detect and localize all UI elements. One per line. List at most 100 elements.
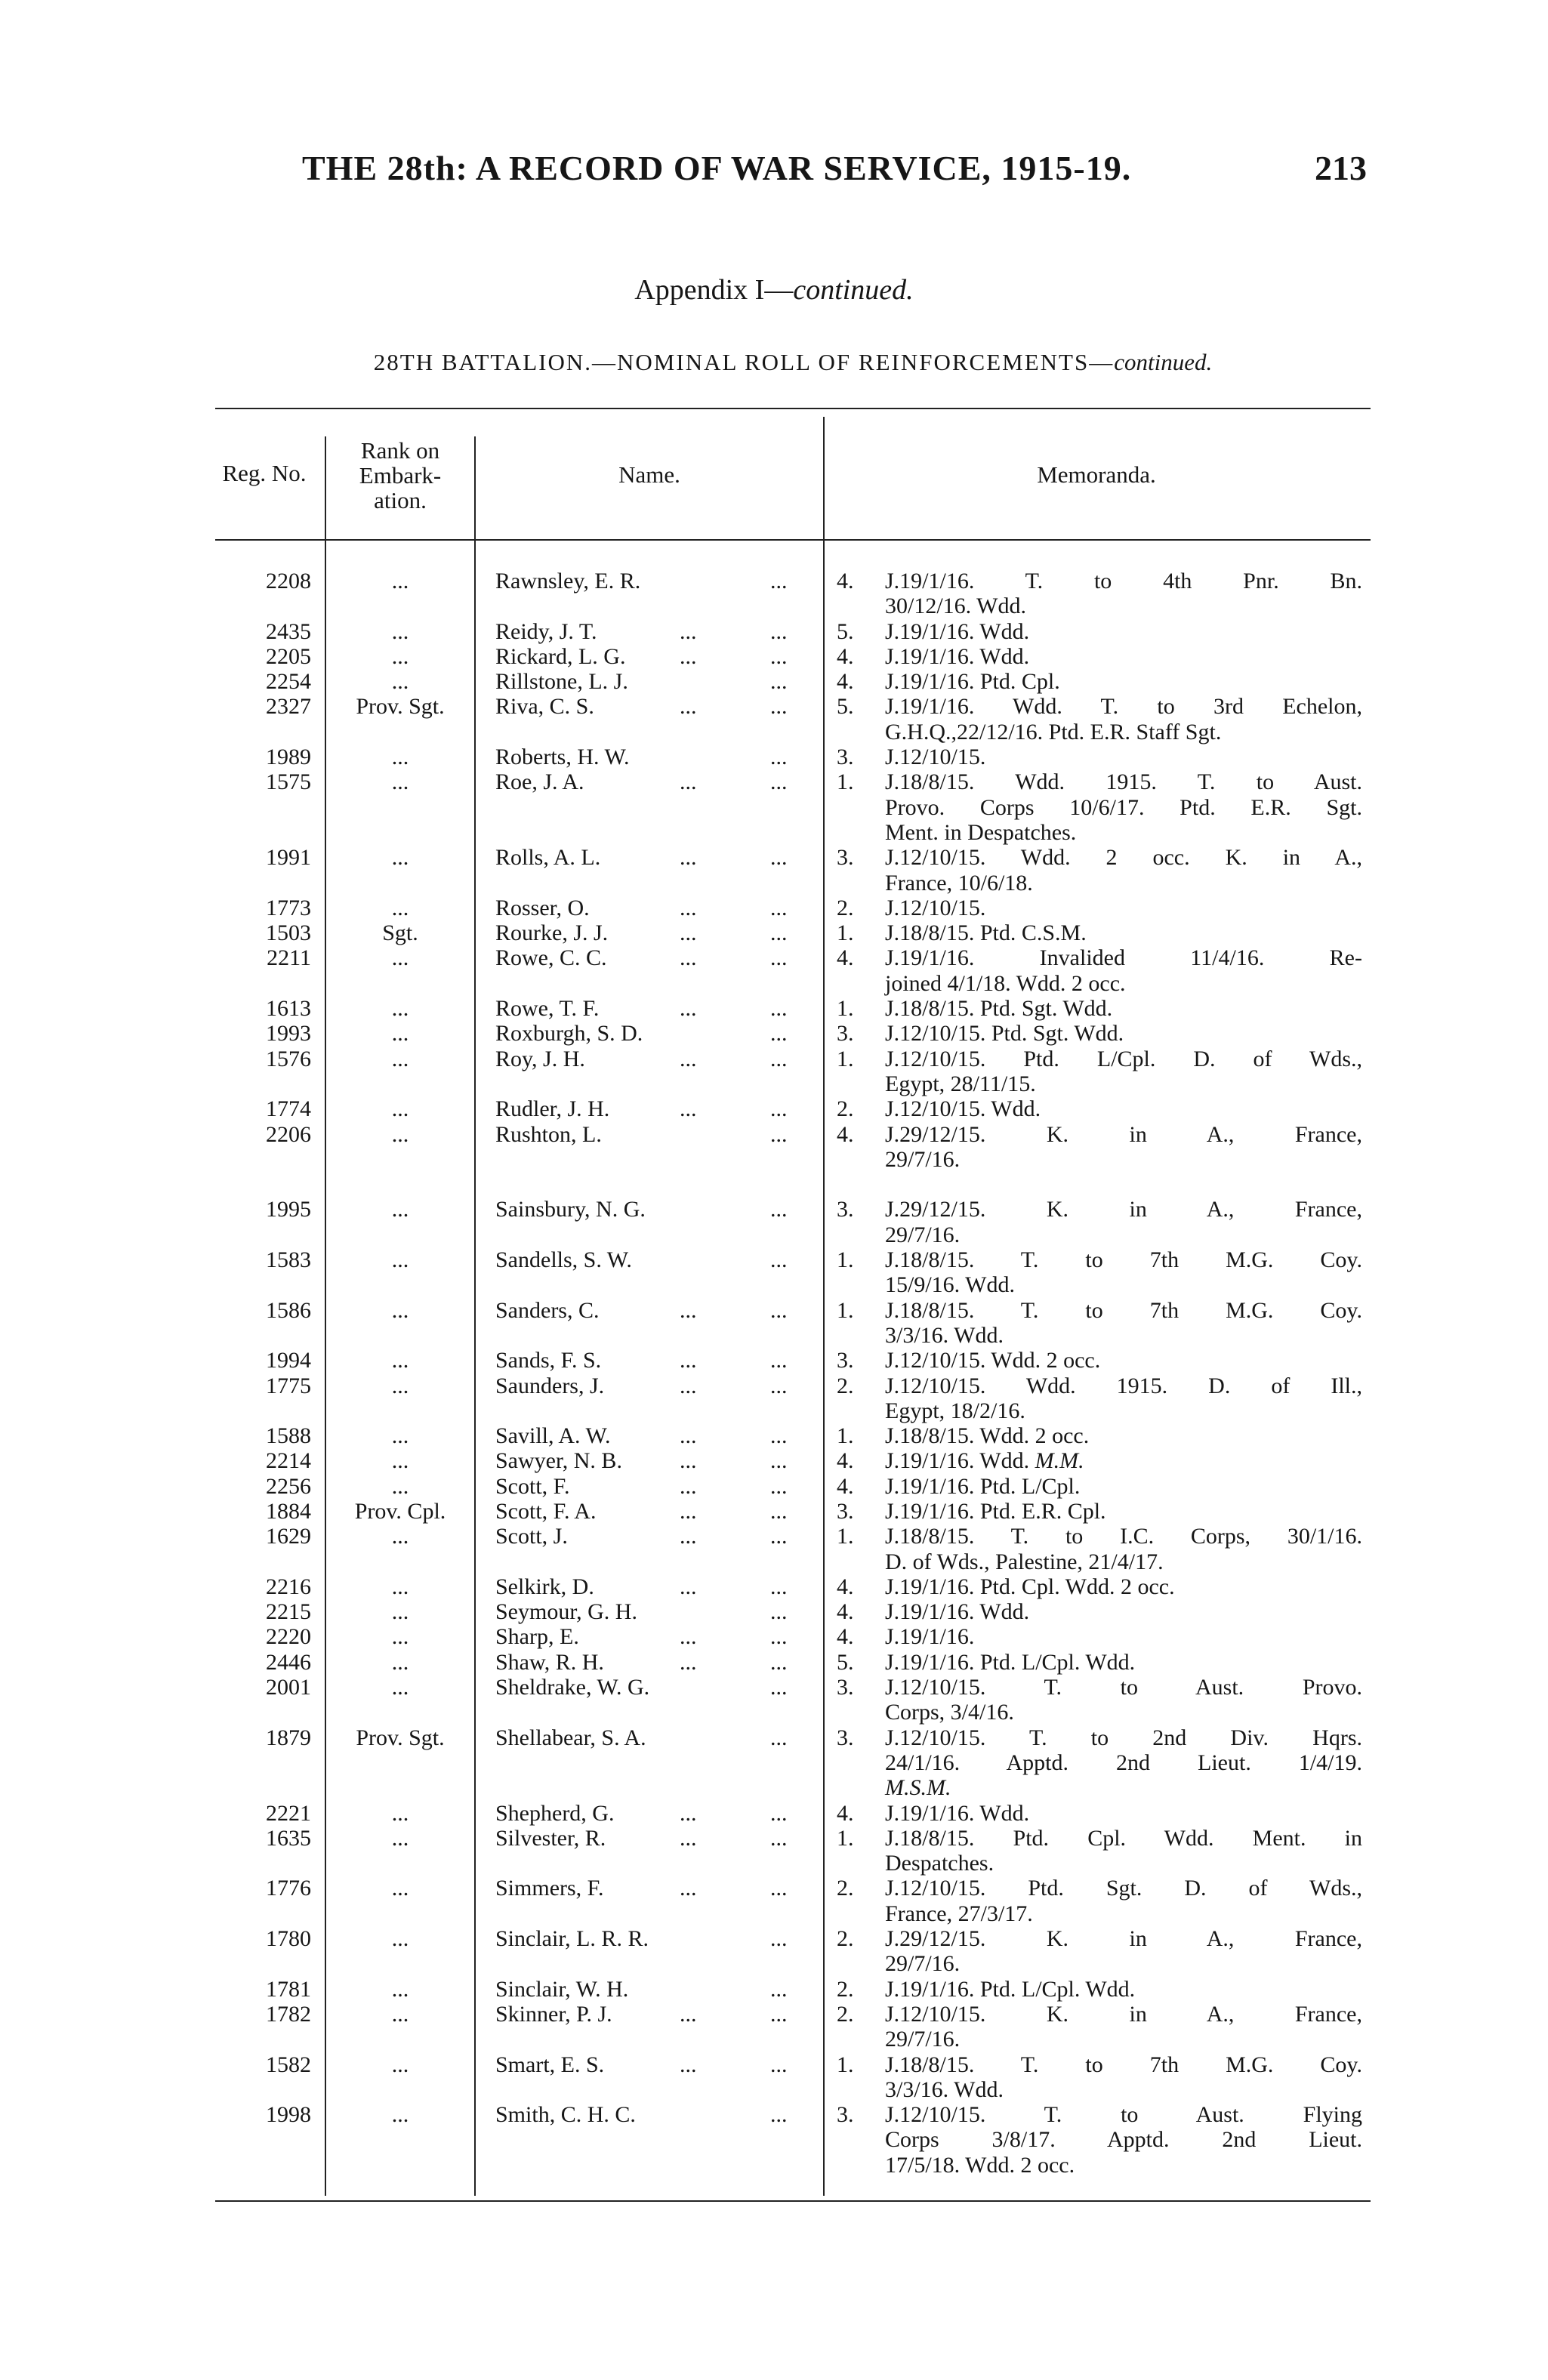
memoranda-line: J.29/12/15. K. in A., France, <box>885 1926 1362 1951</box>
reinforcement-number: 1. <box>837 1247 854 1273</box>
rank: ... <box>391 2052 409 2077</box>
memoranda-line: J.12/10/15. T. to 2nd Div. Hqrs. <box>885 1725 1362 1750</box>
row-line: 3/3/16. Wdd. <box>0 2077 1548 2102</box>
table-row: 1629... Scott, J....... 1. J.18/8/15. T. to… <box>0 1524 1548 1574</box>
row-line: 29/7/16. <box>0 1951 1548 1976</box>
memoranda-line: J.18/8/15. Ptd. C.S.M. <box>885 920 1362 945</box>
table-row: 1781... Sinclair, W. H.... 2. J.19/1/16. Pt… <box>0 1977 1548 2002</box>
row-line: Despatches. <box>0 1851 1548 1876</box>
memoranda-text: France, 27/3/17. <box>885 1901 1033 1926</box>
memoranda-line: J.19/1/16. Wdd. M.M. <box>885 1448 1362 1473</box>
memoranda-text: J.12/10/15. T. to Aust. Provo. <box>885 1675 1362 1700</box>
leader-dots: ... <box>770 2052 788 2077</box>
memoranda-text: J.19/1/16. Ptd. L/Cpl. Wdd. <box>885 1649 1136 1675</box>
name: Rolls, A. L. <box>495 845 601 871</box>
name: Sharp, E. <box>495 1624 579 1650</box>
memoranda-line: J.18/8/15. Ptd. Cpl. Wdd. Ment. in <box>885 1826 1362 1851</box>
table-row: 1994... Sands, F. S....... 3. J.12/10/15. W… <box>0 1348 1548 1373</box>
row-line: 1780... Sinclair, L. R. R.... 2. J.29/12/15… <box>0 1926 1548 1951</box>
leader-dots: ... <box>680 1800 697 1826</box>
table-row: 1775... Saunders, J....... 2. J.12/10/15. W… <box>0 1373 1548 1424</box>
memoranda-text: J.19/1/16. T. to 4th Pnr. Bn. <box>885 569 1362 593</box>
leader-dots: ... <box>770 1524 788 1549</box>
name: Selkirk, D. <box>495 1574 594 1599</box>
leader-dots: ... <box>770 945 788 971</box>
table-row: 1588... Savill, A. W....... 1. J.18/8/15. W… <box>0 1423 1548 1448</box>
decoration-award: M.M. <box>1035 1448 1084 1474</box>
rank: ... <box>391 1096 409 1122</box>
reinforcement-number: 2. <box>837 1976 854 2002</box>
row-line: 2001... Sheldrake, W. G.... 3. J.12/10/15. … <box>0 1675 1548 1700</box>
table-row: 2446... Shaw, R. H....... 5. J.19/1/16. Ptd… <box>0 1650 1548 1675</box>
row-line: 1884 Prov. Cpl. Scott, F. A....... 3. J.19/1… <box>0 1499 1548 1524</box>
rank: Prov. Cpl. <box>354 1498 446 1524</box>
reinforcement-number: 5. <box>837 694 854 720</box>
memoranda-text: J.19/1/16. Wdd. T. to 3rd Echelon, <box>885 694 1362 720</box>
reinforcement-number: 3. <box>837 2102 854 2128</box>
memoranda-line: 3/3/16. Wdd. <box>885 2077 1362 2102</box>
memoranda-line: J.19/1/16. Ptd. Cpl. Wdd. 2 occ. <box>885 1574 1362 1599</box>
leader-dots: ... <box>680 1423 697 1449</box>
memoranda-text: Provo. Corps 10/6/17. Ptd. E.R. Sgt. <box>885 794 1362 820</box>
memoranda-text: Egypt, 18/2/16. <box>885 1398 1025 1423</box>
leader-dots: ... <box>680 1297 697 1323</box>
leader-dots: ... <box>680 1473 697 1499</box>
name: Sainsbury, N. G. <box>495 1197 646 1222</box>
reg-no: 1635 <box>266 1825 311 1851</box>
row-line: 1989... Roberts, H. W.... 3. J.12/10/15. <box>0 745 1548 769</box>
rank: ... <box>391 1423 409 1449</box>
memoranda-line: 3/3/16. Wdd. <box>885 1323 1362 1348</box>
name: Reidy, J. T. <box>495 618 597 644</box>
leader-dots: ... <box>680 1876 697 1901</box>
reg-no: 2211 <box>267 945 311 971</box>
memoranda-text: J.12/10/15. T. to Aust. Flying <box>885 2102 1362 2128</box>
reinforcement-number: 4. <box>837 569 854 593</box>
reg-no: 1884 <box>266 1498 311 1524</box>
table-row: 1503 Sgt. Rourke, J. J....... 1. J.18/8/15. … <box>0 920 1548 945</box>
row-line: 1635... Silvester, R....... 1. J.18/8/15. P… <box>0 1826 1548 1851</box>
row-line: 2206... Rushton, L.... 4. J.29/12/15. K. in… <box>0 1122 1548 1147</box>
memoranda-line: France, 10/6/18. <box>885 871 1362 896</box>
row-line: 15/9/16. Wdd. <box>0 1272 1548 1297</box>
leader-dots: ... <box>770 920 788 946</box>
rank: ... <box>391 895 409 920</box>
leader-dots: ... <box>680 1498 697 1524</box>
rank: ... <box>391 643 409 669</box>
column-divider <box>823 417 825 2196</box>
leader-dots: ... <box>770 1976 788 2002</box>
reinforcement-number: 4. <box>837 1121 854 1147</box>
memoranda-text: J.18/8/15. Ptd. Sgt. Wdd. <box>885 996 1113 1022</box>
memoranda-text: 29/7/16. <box>885 2027 961 2052</box>
name: Roxburgh, S. D. <box>495 1021 643 1047</box>
memoranda-text: J.12/10/15. Wdd. 1915. D. of Ill., <box>885 1373 1362 1398</box>
memoranda-line: J.12/10/15. Wdd. 1915. D. of Ill., <box>885 1373 1362 1398</box>
leader-dots: ... <box>680 996 697 1022</box>
rank: ... <box>391 1473 409 1499</box>
leader-dots: ... <box>770 1197 788 1222</box>
table-row: 1995... Sainsbury, N. G.... 3. J.29/12/15. … <box>0 1197 1548 1247</box>
rank: ... <box>391 996 409 1022</box>
row-line: 17/5/18. Wdd. 2 occ. <box>0 2153 1548 2178</box>
memoranda-line: J.29/12/15. K. in A., France, <box>885 1197 1362 1222</box>
memoranda-line: 29/7/16. <box>885 2027 1362 2052</box>
row-line: 1993... Roxburgh, S. D.... 3. J.12/10/15. P… <box>0 1021 1548 1046</box>
table-row: 1991... Rolls, A. L....... 3. J.12/10/15. W… <box>0 845 1548 896</box>
row-line: 2211... Rowe, C. C....... 4. J.19/1/16. Inv… <box>0 945 1548 970</box>
memoranda-text: 29/7/16. <box>885 1146 961 1172</box>
memoranda-line: J.12/10/15. T. to Aust. Provo. <box>885 1675 1362 1700</box>
appendix-label: Appendix I— <box>634 274 794 306</box>
table-row: 2221... Shepherd, G....... 4. J.19/1/16. Wd… <box>0 1801 1548 1826</box>
reinforcement-number: 4. <box>837 1624 854 1650</box>
memoranda-text: J.12/10/15. K. in A., France, <box>885 2001 1362 2027</box>
nominal-roll-table: 2208... Rawnsley, E. R.... 4. J.19/1/16. T.… <box>0 569 1548 2178</box>
reinforcement-number: 4. <box>837 669 854 695</box>
memoranda-text: J.18/8/15. T. to 7th M.G. Coy. <box>885 1297 1362 1323</box>
rank: ... <box>391 1574 409 1599</box>
memoranda-line: J.19/1/16. Ptd. L/Cpl. Wdd. <box>885 1977 1362 2002</box>
rank: ... <box>391 1675 409 1700</box>
leader-dots: ... <box>770 1574 788 1599</box>
memoranda-line: joined 4/1/18. Wdd. 2 occ. <box>885 971 1362 996</box>
leader-dots: ... <box>770 569 788 593</box>
reg-no: 1989 <box>266 745 311 770</box>
leader-dots: ... <box>770 1649 788 1675</box>
